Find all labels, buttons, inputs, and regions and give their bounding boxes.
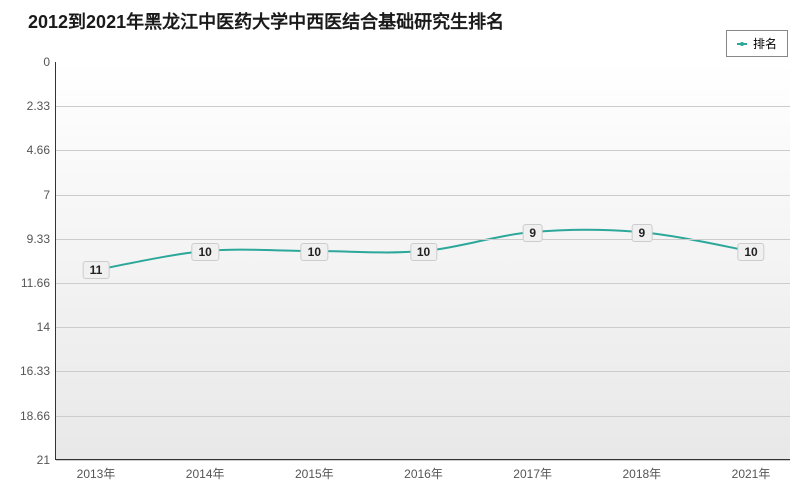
gridline <box>56 106 790 107</box>
y-tick-label: 2.33 <box>27 99 56 113</box>
x-tick-label: 2015年 <box>295 459 334 482</box>
y-tick-label: 0 <box>43 55 56 69</box>
y-tick-label: 11.66 <box>21 276 56 290</box>
legend-label: 排名 <box>753 35 777 52</box>
gridline <box>56 416 790 417</box>
legend-marker-icon <box>737 43 747 45</box>
y-tick-label: 14 <box>37 320 56 334</box>
x-tick-label: 2018年 <box>622 459 661 482</box>
legend: 排名 <box>726 30 788 57</box>
y-tick-label: 4.66 <box>27 143 56 157</box>
point-label: 9 <box>522 224 543 242</box>
gridline <box>56 150 790 151</box>
y-tick-label: 21 <box>37 453 56 467</box>
gridline <box>56 239 790 240</box>
y-tick-label: 7 <box>43 188 56 202</box>
point-label: 10 <box>737 243 764 261</box>
x-tick-label: 2014年 <box>186 459 225 482</box>
point-label: 10 <box>410 243 437 261</box>
x-tick-label: 2021年 <box>732 459 771 482</box>
y-tick-label: 18.66 <box>20 409 56 423</box>
chart-container: 2012到2021年黑龙江中医药大学中西医结合基础研究生排名 排名 02.334… <box>0 0 800 500</box>
point-label: 11 <box>83 261 110 279</box>
x-tick-label: 2017年 <box>513 459 552 482</box>
gridline <box>56 283 790 284</box>
gridline <box>56 327 790 328</box>
chart-title: 2012到2021年黑龙江中医药大学中西医结合基础研究生排名 <box>28 8 504 34</box>
point-label: 10 <box>191 243 218 261</box>
y-tick-label: 16.33 <box>20 364 56 378</box>
gridline <box>56 371 790 372</box>
x-tick-label: 2016年 <box>404 459 443 482</box>
plot-area: 02.334.6679.3311.661416.3318.66212013年20… <box>55 62 790 460</box>
point-label: 9 <box>631 224 652 242</box>
y-tick-label: 9.33 <box>27 232 56 246</box>
x-tick-label: 2013年 <box>77 459 116 482</box>
point-label: 10 <box>301 243 328 261</box>
gridline <box>56 195 790 196</box>
